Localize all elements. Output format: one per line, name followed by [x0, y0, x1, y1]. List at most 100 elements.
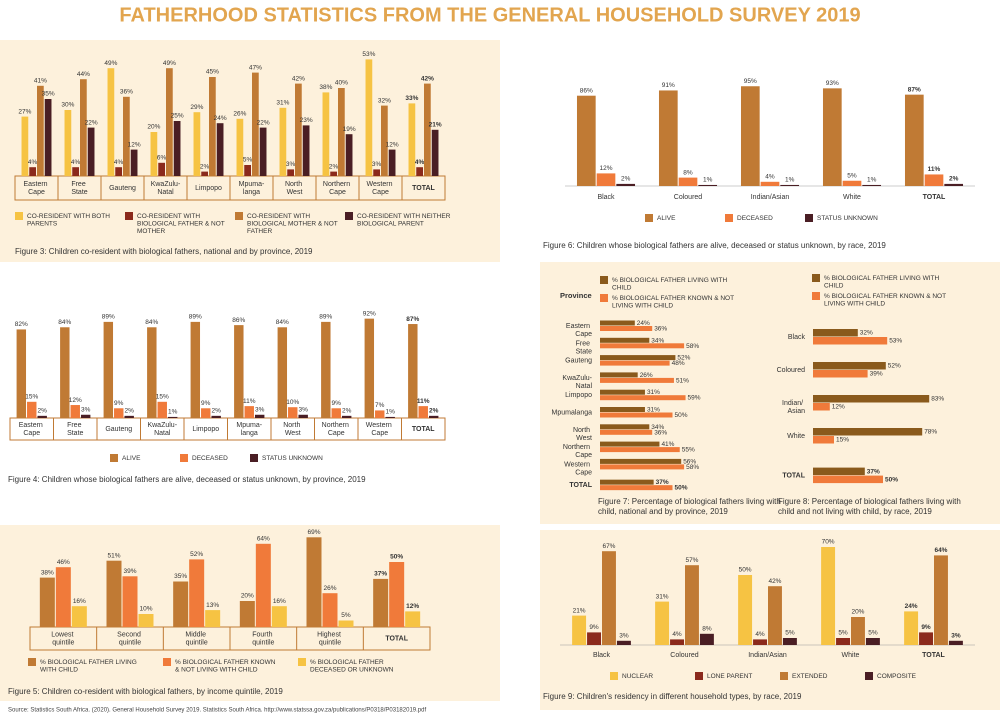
legend-swatch — [125, 212, 133, 220]
bar — [408, 103, 416, 176]
bar — [138, 614, 154, 627]
legend-swatch — [15, 212, 23, 220]
bar — [39, 577, 55, 627]
data-label: 47% — [249, 64, 262, 71]
bar — [862, 184, 882, 186]
legend-swatch — [235, 212, 243, 220]
data-label: 3% — [619, 633, 629, 640]
bar — [64, 110, 72, 176]
bar — [822, 88, 842, 186]
x-tick-label: Eastern Cape — [19, 422, 45, 437]
bar — [600, 464, 685, 470]
bar — [373, 169, 380, 176]
bar — [600, 458, 682, 464]
legend-swatch — [163, 658, 171, 666]
data-label: 41% — [34, 78, 47, 85]
data-label: 5% — [838, 630, 848, 637]
x-tick-label: KwaZulu-Natal — [147, 422, 177, 437]
data-label: 15% — [156, 394, 169, 401]
bar — [255, 543, 271, 627]
legend-label: ALIVE — [122, 455, 141, 462]
data-label: 84% — [145, 319, 158, 326]
data-label: 36% — [654, 429, 667, 436]
data-label: 3% — [298, 406, 308, 413]
data-label: 26% — [233, 111, 246, 118]
y-tick-label: White — [787, 433, 805, 440]
bar — [44, 99, 52, 176]
legend-swatch — [695, 672, 703, 680]
bar — [600, 372, 638, 378]
bar — [600, 337, 650, 343]
legend-swatch — [180, 454, 188, 462]
bar — [190, 321, 201, 418]
bar — [331, 408, 341, 418]
data-label: 12% — [832, 404, 845, 411]
data-label: 36% — [120, 89, 133, 96]
data-label: 24% — [637, 320, 650, 327]
data-label: 8% — [702, 626, 712, 633]
y-tick-label: Eastern Cape — [566, 323, 592, 338]
bar — [678, 177, 698, 186]
x-tick-label: Black — [597, 194, 615, 201]
x-tick-label: Coloured — [670, 652, 699, 659]
bar — [780, 184, 800, 186]
data-label: 10% — [286, 399, 299, 406]
data-label: 49% — [163, 60, 176, 67]
bar — [173, 581, 189, 627]
legend-swatch — [645, 214, 653, 222]
legend-label: STATUS UNKNOWN — [262, 455, 323, 462]
bar — [934, 555, 948, 645]
x-tick-label: Western Cape — [366, 422, 394, 437]
data-label: 84% — [276, 319, 289, 326]
legend-swatch — [780, 672, 788, 680]
bar — [157, 401, 167, 418]
data-label: 37% — [656, 479, 669, 486]
legend-label: % BIOLOGICAL FATHER KNOWN & NOT LIVING W… — [824, 293, 948, 308]
bar — [600, 429, 653, 435]
data-label: 2% — [949, 176, 959, 183]
bar — [670, 639, 684, 645]
bar — [16, 329, 27, 418]
bar — [21, 116, 29, 176]
data-label: 2% — [200, 163, 210, 170]
legend-label: COMPOSITE — [877, 673, 917, 680]
bar — [919, 632, 933, 645]
data-label: 4% — [755, 631, 765, 638]
bar — [431, 129, 439, 176]
x-tick-label: Eastern Cape — [23, 181, 49, 196]
bar — [698, 184, 718, 186]
bar — [123, 96, 130, 176]
data-label: 42% — [768, 578, 781, 585]
legend-swatch — [812, 274, 820, 282]
bar — [596, 173, 616, 186]
figure-title: Figure 3: Children co-resident with biol… — [15, 247, 313, 256]
data-label: 50% — [390, 554, 403, 561]
data-label: 53% — [362, 51, 375, 58]
data-label: 3% — [372, 161, 382, 168]
data-label: 70% — [822, 539, 835, 546]
data-label: 12% — [69, 397, 82, 404]
data-label: 21% — [429, 122, 442, 129]
legend-swatch — [610, 672, 618, 680]
x-tick-label: KwaZulu-Natal — [151, 181, 181, 196]
data-label: 12% — [386, 141, 399, 148]
data-label: 5% — [341, 612, 351, 619]
x-tick-label: Mpuma-langa — [239, 181, 265, 196]
data-label: 31% — [656, 593, 669, 600]
bar — [587, 632, 601, 645]
legend-label: DECEASED — [192, 455, 228, 462]
data-label: 2% — [621, 176, 631, 183]
data-label: 3% — [951, 633, 961, 640]
bar — [239, 601, 255, 627]
data-label: 37% — [867, 468, 880, 475]
data-label: 51% — [107, 552, 120, 559]
data-label: 30% — [61, 102, 74, 109]
bar — [685, 565, 699, 645]
bar — [842, 180, 862, 186]
data-label: 64% — [257, 536, 270, 543]
x-tick-label: Free State — [67, 422, 83, 437]
data-label: 34% — [651, 424, 664, 431]
data-label: 20% — [147, 124, 160, 131]
data-label: 52% — [888, 363, 901, 370]
data-label: 86% — [232, 317, 245, 324]
